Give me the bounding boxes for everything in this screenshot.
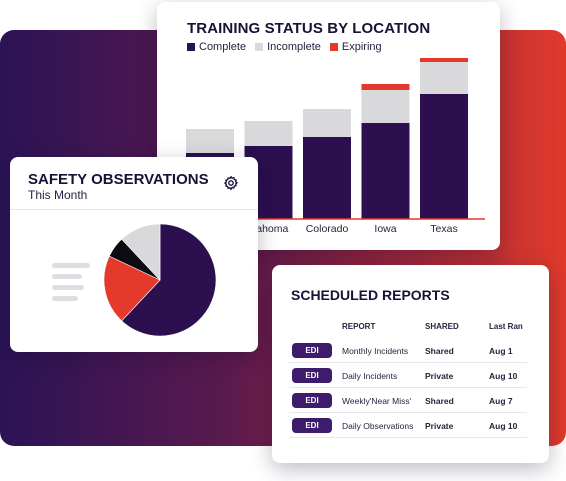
edi-badge[interactable]: EDI: [292, 393, 332, 408]
bar-complete: [361, 123, 410, 219]
last-ran-date: Aug 7: [489, 396, 513, 406]
card-divider: [10, 209, 258, 210]
safety-observations-card: SAFETY OBSERVATIONS This Month: [10, 157, 258, 352]
x-tick-label: klahoma: [249, 223, 289, 235]
report-name: Monthly Incidents: [342, 346, 409, 356]
edi-badge[interactable]: EDI: [292, 343, 332, 358]
shared-status: Private: [425, 371, 454, 381]
placeholder-line: [52, 263, 90, 268]
legend-expiring: Expiring: [329, 41, 382, 53]
scheduled-reports-card: SCHEDULED REPORTS REPORT SHARED Last Ran…: [272, 265, 549, 463]
legend-complete-swatch: [187, 43, 195, 51]
last-ran-date: Aug 10: [489, 371, 518, 381]
last-ran-date: Aug 10: [489, 421, 518, 431]
bar-complete: [420, 94, 468, 219]
report-name: Weekly'Near Miss': [342, 396, 412, 406]
column-header-report: REPORT: [342, 322, 376, 331]
legend-incomplete: Incomplete: [255, 41, 321, 53]
placeholder-line: [52, 285, 84, 290]
bar-complete: [303, 137, 351, 219]
edi-badge[interactable]: EDI: [292, 418, 332, 433]
legend-incomplete-swatch: [255, 43, 264, 51]
shared-status: Shared: [425, 396, 454, 406]
safety-observations-pie: [103, 223, 217, 337]
bar-incomplete: [420, 62, 468, 94]
legend-complete: Complete: [187, 41, 246, 53]
safety-observations-subtitle: This Month: [28, 188, 88, 202]
legend-expiring-label: Expiring: [341, 41, 382, 53]
legend-incomplete-label: Incomplete: [267, 41, 321, 53]
x-tick-label: Colorado: [306, 223, 349, 235]
bar-incomplete: [186, 129, 234, 153]
pie-slice-main: [121, 223, 217, 337]
table-row[interactable]: EDI Daily Incidents Private Aug 10: [289, 364, 527, 388]
table-row[interactable]: EDI Daily Observations Private Aug 10: [289, 414, 527, 438]
last-ran-date: Aug 1: [489, 346, 513, 356]
chart-legend: Complete Incomplete Expiring: [187, 41, 382, 53]
placeholder-line: [52, 296, 78, 301]
training-status-title: TRAINING STATUS BY LOCATION: [187, 20, 431, 37]
edi-badge[interactable]: EDI: [292, 368, 332, 383]
x-tick-label: Texas: [430, 223, 457, 235]
bar-incomplete: [361, 90, 410, 123]
bar-incomplete: [244, 121, 293, 146]
shared-status: Shared: [425, 346, 454, 356]
pie-slice-gray: [121, 223, 161, 281]
report-name: Daily Observations: [342, 421, 414, 431]
bar-expiring: [420, 58, 468, 62]
shared-status: Private: [425, 421, 454, 431]
column-header-last-ran: Last Ran: [489, 322, 523, 331]
table-row[interactable]: EDI Weekly'Near Miss' Shared Aug 7: [289, 389, 527, 413]
pie-slice-red: [103, 255, 161, 322]
report-name: Daily Incidents: [342, 371, 398, 381]
placeholder-line: [52, 274, 82, 279]
gear-icon[interactable]: [223, 175, 239, 191]
scheduled-reports-title: SCHEDULED REPORTS: [291, 287, 450, 303]
legend-complete-label: Complete: [199, 41, 247, 53]
column-header-shared: SHARED: [425, 322, 459, 331]
table-row[interactable]: EDI Monthly Incidents Shared Aug 1: [289, 339, 527, 363]
legend-expiring-swatch: [329, 43, 338, 51]
safety-observations-title: SAFETY OBSERVATIONS: [28, 171, 209, 188]
x-tick-label: Iowa: [374, 223, 396, 235]
bar-incomplete: [303, 109, 351, 137]
bar-expiring: [361, 84, 410, 90]
